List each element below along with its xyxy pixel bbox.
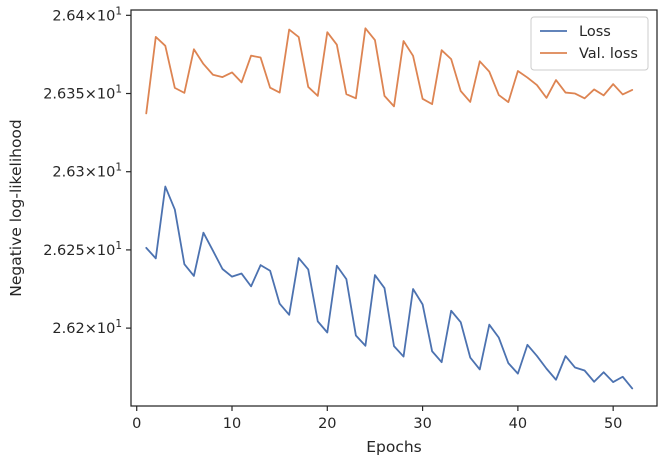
- plot-frame: [130, 9, 658, 407]
- y-tick-base: 10: [97, 8, 115, 24]
- series-line-0: [145, 185, 634, 390]
- y-tick-base: 10: [97, 321, 115, 337]
- x-tick-label: 30: [413, 416, 431, 432]
- y-axis-title: Negative log-likelihood: [7, 119, 25, 297]
- y-axis: 2.62×1012.625×1012.63×1012.635×1012.64×1…: [43, 5, 131, 337]
- y-tick-times: ×: [85, 87, 97, 103]
- series-line-1: [145, 27, 634, 115]
- series-lines: [145, 27, 634, 390]
- legend-label-1: Val. loss: [579, 46, 638, 62]
- x-tick-label: 0: [132, 416, 141, 432]
- y-tick-times: ×: [85, 321, 97, 337]
- y-tick-mantissa: 2.63: [52, 165, 84, 181]
- x-tick-label: 10: [223, 416, 241, 432]
- y-tick-label: 2.635×101: [43, 84, 122, 103]
- x-tick-label: 20: [318, 416, 336, 432]
- y-tick-label: 2.62×101: [52, 318, 122, 337]
- legend: Loss Val. loss: [530, 16, 649, 71]
- y-tick-label: 2.63×101: [52, 162, 122, 181]
- y-tick-label: 2.625×101: [43, 240, 122, 259]
- x-tick-label: 50: [604, 416, 622, 432]
- y-tick-times: ×: [85, 165, 97, 181]
- y-tick-base: 10: [97, 165, 115, 181]
- x-axis-title: Epochs: [366, 438, 422, 456]
- y-tick-base: 10: [97, 87, 115, 103]
- y-tick-label: 2.64×101: [52, 5, 122, 24]
- y-tick-times: ×: [85, 243, 97, 259]
- y-tick-exponent: 1: [115, 318, 122, 330]
- x-tick-label: 40: [509, 416, 527, 432]
- y-tick-mantissa: 2.625: [43, 243, 85, 259]
- y-tick-exponent: 1: [115, 162, 122, 174]
- y-tick-mantissa: 2.635: [43, 87, 85, 103]
- y-tick-exponent: 1: [115, 84, 122, 96]
- y-tick-base: 10: [97, 243, 115, 259]
- x-axis: 0 10 20 30 40 50: [132, 406, 622, 432]
- y-tick-mantissa: 2.64: [52, 8, 84, 24]
- y-tick-times: ×: [85, 8, 97, 24]
- y-tick-mantissa: 2.62: [52, 321, 84, 337]
- y-tick-exponent: 1: [115, 5, 122, 17]
- legend-label-0: Loss: [579, 24, 611, 40]
- y-tick-exponent: 1: [115, 240, 122, 252]
